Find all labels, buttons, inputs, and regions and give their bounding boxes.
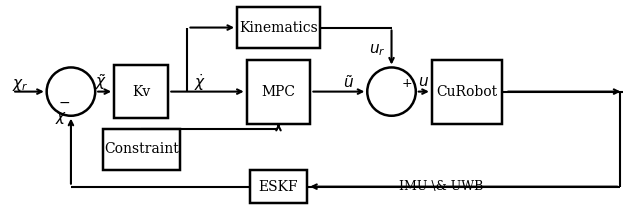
Text: $\chi_r$: $\chi_r$: [12, 77, 29, 93]
Text: MPC: MPC: [262, 85, 296, 99]
Text: Constraint: Constraint: [104, 142, 179, 156]
Text: Kv: Kv: [132, 85, 150, 99]
Text: $+$: $+$: [401, 77, 412, 90]
Ellipse shape: [47, 67, 95, 116]
Text: ESKF: ESKF: [259, 180, 298, 194]
Bar: [114, 65, 168, 119]
Bar: [237, 7, 320, 48]
Text: $u$: $u$: [419, 75, 429, 89]
Text: Kinematics: Kinematics: [239, 21, 318, 35]
Bar: [103, 129, 179, 170]
Bar: [246, 59, 310, 124]
Bar: [250, 170, 307, 203]
Bar: [432, 59, 502, 124]
Text: $-$: $-$: [58, 95, 70, 109]
Text: $\tilde{\chi}$: $\tilde{\chi}$: [95, 72, 108, 92]
Text: IMU \& UWB: IMU \& UWB: [399, 180, 483, 193]
Text: $\tilde{u}$: $\tilde{u}$: [343, 74, 354, 91]
Text: $\dot{\chi}$: $\dot{\chi}$: [193, 72, 205, 93]
Ellipse shape: [367, 67, 416, 116]
Text: $\chi$: $\chi$: [55, 110, 67, 126]
Text: $u_r$: $u_r$: [369, 42, 385, 58]
Text: CuRobot: CuRobot: [436, 85, 497, 99]
